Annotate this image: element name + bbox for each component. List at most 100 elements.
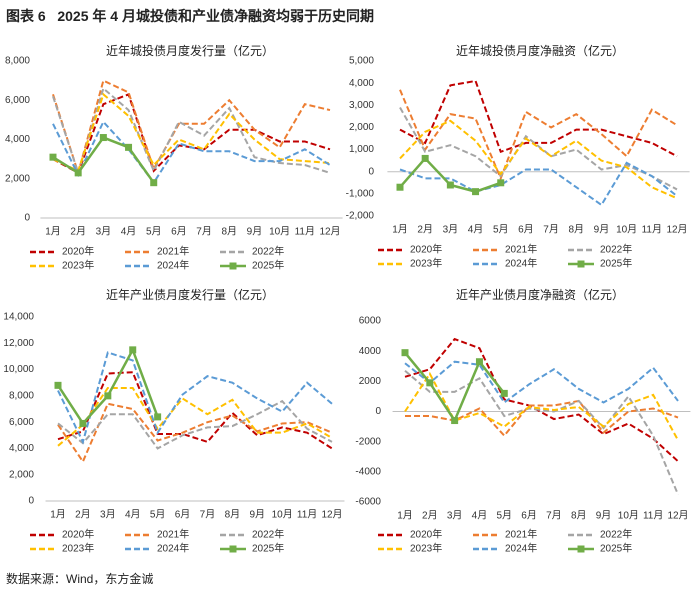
x-tick-label: 9月: [594, 224, 610, 236]
x-tick-label: 4月: [121, 226, 137, 238]
legend-label: 2021年: [157, 245, 189, 258]
x-tick-label: 10月: [618, 510, 639, 522]
legend-label: 2021年: [505, 243, 537, 256]
series-line: [52, 120, 331, 185]
y-tick-label: 10,000: [3, 364, 34, 375]
x-tick-label: 5月: [146, 226, 162, 238]
point-marker: [472, 188, 480, 196]
x-tick-label: 6月: [521, 510, 537, 522]
x-tick-label: 12月: [666, 224, 687, 236]
y-tick-label: 0: [28, 496, 34, 507]
point-marker: [451, 417, 459, 425]
x-tick-label: 8月: [568, 224, 584, 236]
x-tick-label: 5月: [496, 510, 512, 522]
legend-marker: [229, 545, 237, 553]
series-line: [57, 399, 333, 450]
x-tick-label: 2月: [422, 510, 438, 522]
point-marker: [104, 392, 112, 400]
y-tick-label: 2,000: [5, 173, 30, 184]
x-tick-label: 12月: [667, 510, 688, 522]
x-tick-label: 7月: [543, 224, 559, 236]
x-tick-label: 12月: [321, 509, 342, 521]
x-tick-label: 2月: [75, 509, 91, 521]
x-tick-label: 8月: [571, 510, 587, 522]
x-tick-label: 11月: [642, 224, 662, 236]
figure-title: 图表 6 2025 年 4 月城投债和产业债净融资均弱于历史同期: [6, 8, 374, 24]
series-line: [52, 92, 331, 173]
series-line: [399, 119, 678, 200]
x-tick-label: 6月: [171, 226, 187, 238]
x-tick-label: 2月: [70, 226, 86, 238]
series-line: [52, 93, 331, 175]
legend-label: 2025年: [252, 259, 284, 272]
chart-title: 近年产业债月度净融资（亿元）: [456, 287, 624, 302]
y-tick-label: 6,000: [5, 95, 30, 106]
legend-label: 2020年: [410, 528, 442, 541]
y-tick-label: 4,000: [5, 134, 30, 145]
y-tick-label: -4000: [355, 466, 381, 477]
x-tick-label: 2月: [417, 224, 433, 236]
y-tick-label: 3,000: [349, 100, 374, 111]
x-tick-label: 12月: [319, 226, 340, 238]
x-tick-label: 4月: [125, 509, 141, 521]
charts: 近年城投债月度发行量（亿元） 0 2,000 4,000 6,000 8,000 1月 2月 3…: [3, 43, 691, 555]
point-marker: [79, 419, 87, 427]
series-line: [52, 79, 331, 177]
legend-label: 2022年: [252, 245, 284, 258]
y-tick-label: -1,000: [346, 188, 375, 199]
legend-marker: [229, 262, 237, 270]
y-tick-label: 4000: [359, 346, 382, 357]
series-line: [405, 399, 679, 438]
legend-label: 2024年: [505, 542, 537, 555]
point-marker: [154, 413, 162, 421]
point-marker: [421, 154, 429, 162]
series-line: [399, 79, 678, 158]
x-tick-label: 1月: [397, 510, 413, 522]
x-tick-label: 7月: [200, 509, 216, 521]
source-note: 数据来源：Wind，东方金诚: [6, 572, 154, 586]
x-tick-label: 8月: [225, 509, 241, 521]
legend-label: 2025年: [252, 542, 284, 555]
y-tick-label: 4,000: [9, 443, 34, 454]
y-tick-label: 14,000: [3, 312, 34, 323]
legend-marker: [577, 545, 585, 553]
legend-label: 2024年: [505, 257, 537, 270]
x-tick-label: 3月: [96, 226, 112, 238]
point-marker: [150, 179, 158, 187]
y-tick-label: -2000: [355, 436, 381, 447]
x-tick-label: 11月: [295, 226, 315, 238]
legend-label: 2023年: [62, 542, 94, 555]
x-tick-label: 6月: [518, 224, 534, 236]
point-marker: [99, 134, 107, 142]
y-tick-label: 0: [368, 166, 374, 177]
y-tick-label: 12,000: [3, 338, 34, 349]
point-marker: [500, 389, 508, 397]
x-tick-label: 7月: [196, 226, 212, 238]
x-tick-label: 9月: [249, 509, 265, 521]
legend-label: 2022年: [600, 243, 632, 256]
legend-label: 2023年: [410, 257, 442, 270]
legend-label: 2023年: [410, 542, 442, 555]
chart-title: 近年产业债月度发行量（亿元）: [106, 287, 274, 302]
series-line: [399, 107, 678, 191]
x-tick-label: 6月: [175, 509, 191, 521]
series-line: [57, 351, 333, 445]
chart-title: 近年城投债月度发行量（亿元）: [106, 43, 274, 58]
legend-label: 2024年: [157, 542, 189, 555]
legend-label: 2023年: [62, 259, 94, 272]
y-tick-label: 8,000: [5, 56, 30, 67]
x-tick-label: 5月: [493, 224, 509, 236]
point-marker: [401, 349, 409, 357]
y-tick-label: 0: [24, 213, 30, 224]
x-tick-label: 1月: [45, 226, 61, 238]
y-tick-label: 0: [375, 406, 381, 417]
y-tick-label: 2,000: [349, 122, 374, 133]
legend-label: 2025年: [600, 257, 632, 270]
series-line: [404, 337, 679, 463]
legend-marker: [577, 260, 585, 268]
x-tick-label: 10月: [272, 509, 293, 521]
point-marker: [74, 169, 82, 177]
point-marker: [497, 179, 505, 187]
y-tick-label: 4,000: [349, 78, 374, 89]
